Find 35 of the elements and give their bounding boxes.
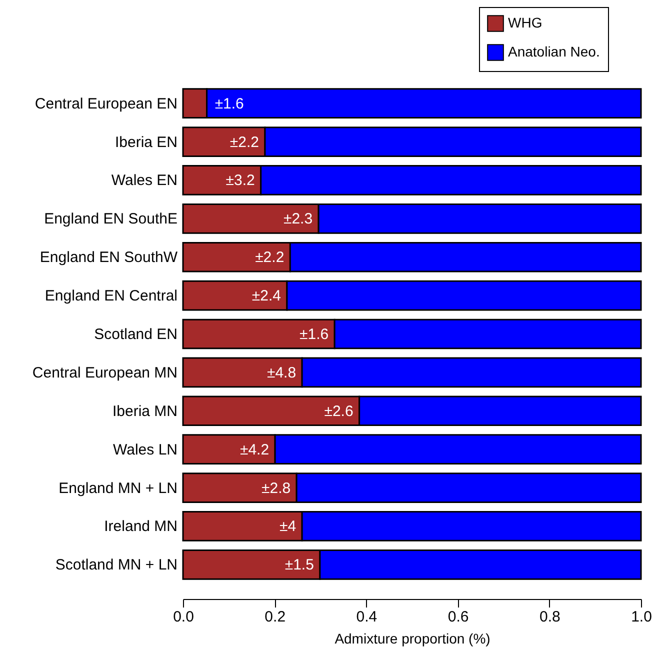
annotation: ±2.8	[261, 480, 291, 497]
annotation: ±2.6	[324, 402, 354, 420]
y-tick-label: Scotland MN + LN	[55, 556, 178, 574]
annotation: ±2.2	[230, 134, 259, 151]
annotation: ±1.6	[300, 326, 329, 343]
x-tick-label: 0.0	[173, 608, 194, 626]
y-tick-label: Iberia EN	[114, 134, 178, 151]
y-tick-label: Ireland MN	[104, 518, 178, 536]
y-tick-label: England EN Central	[44, 288, 178, 305]
x-axis-title: Admixture proportion (%)	[334, 630, 490, 646]
x-tick-label: 0.8	[539, 608, 560, 626]
x-tick-label: 1.0	[631, 608, 652, 626]
annotation: ±4.8	[266, 364, 296, 382]
annotation: ±2.3	[283, 210, 313, 228]
legend-label: WHG	[508, 14, 542, 30]
x-tick-label: 0.6	[448, 608, 469, 626]
annotation: ±2.2	[255, 249, 284, 266]
y-tick-label: England MN + LN	[58, 480, 178, 497]
annotation: ±3.2	[226, 172, 255, 190]
y-tick-label: England EN SouthE	[44, 210, 178, 228]
annotation: ±1.5	[284, 556, 314, 574]
x-tick-label: 0.2	[264, 608, 286, 626]
y-tick-label: Central European EN	[34, 95, 178, 112]
annotation: ±4	[280, 518, 296, 536]
annotation: ±1.6	[214, 95, 244, 112]
x-tick-label: 0.4	[356, 608, 378, 626]
y-tick-label: Central European MN	[32, 364, 178, 382]
y-tick-label: Wales EN	[111, 172, 178, 190]
y-tick-label: Wales LN	[113, 441, 178, 458]
legend-label: Anatolian Neo.	[508, 44, 600, 60]
y-tick-label: Scotland EN	[94, 326, 178, 343]
y-tick-label: Iberia MN	[112, 402, 178, 420]
annotation: ±4.2	[240, 441, 270, 458]
y-tick-label: England EN SouthW	[40, 249, 178, 266]
annotation: ±2.4	[252, 288, 281, 305]
